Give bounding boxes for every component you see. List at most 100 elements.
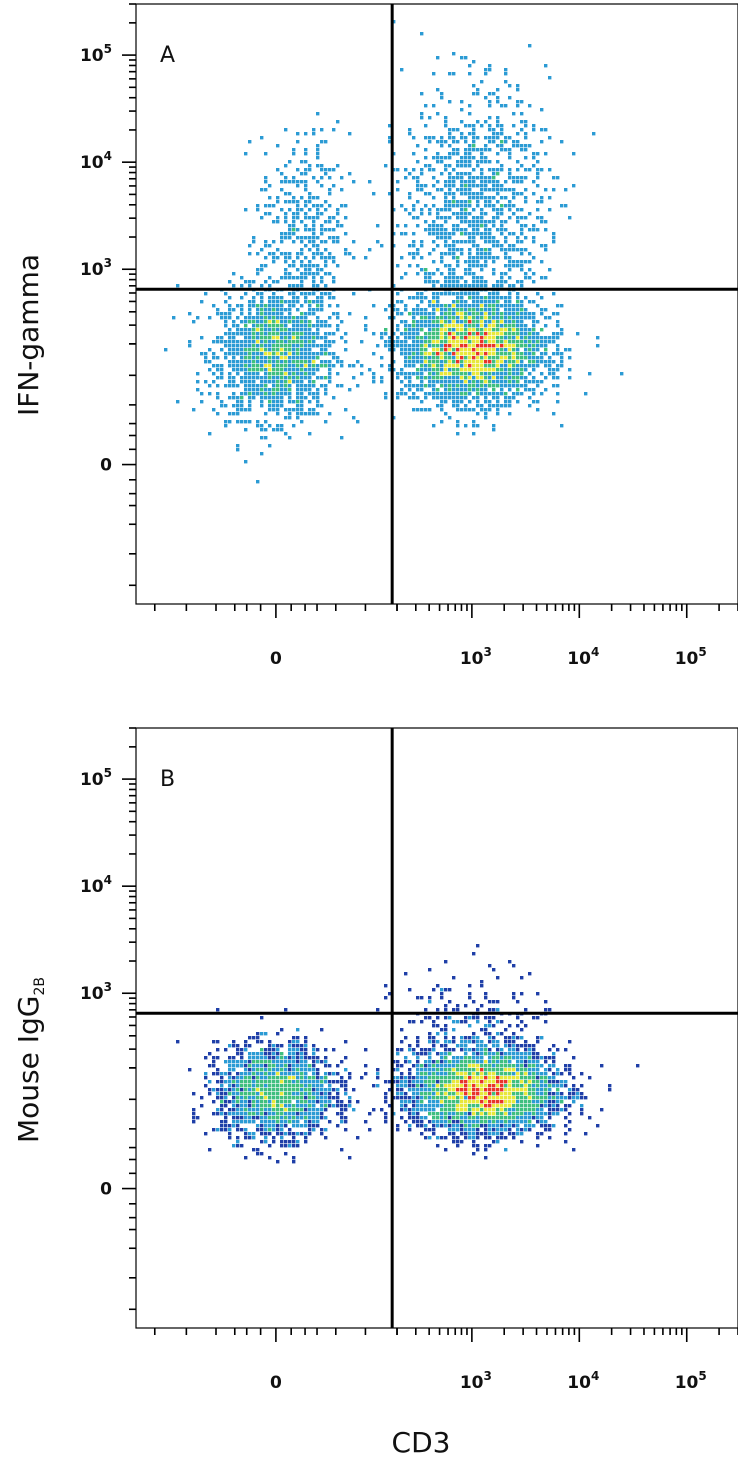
event-dot <box>520 260 524 264</box>
event-dot <box>448 352 452 356</box>
event-dot <box>220 348 224 352</box>
event-dot <box>316 316 320 320</box>
event-dot <box>544 244 548 248</box>
event-dot <box>300 392 304 396</box>
event-dot <box>464 220 468 224</box>
event-dot <box>440 92 444 96</box>
event-dot <box>484 368 488 372</box>
event-dot <box>256 308 260 312</box>
event-dot <box>528 300 532 304</box>
event-dot <box>312 276 316 280</box>
event-dot <box>364 1072 368 1076</box>
event-dot <box>476 392 480 396</box>
event-dot <box>516 1120 520 1124</box>
event-dot <box>492 188 496 192</box>
event-dot <box>544 128 548 132</box>
event-dot <box>276 392 280 396</box>
event-dot <box>232 1056 236 1060</box>
event-dot <box>540 244 544 248</box>
event-dot <box>352 240 356 244</box>
event-dot <box>516 296 520 300</box>
event-dot <box>444 200 448 204</box>
event-dot <box>540 108 544 112</box>
event-dot <box>276 1076 280 1080</box>
event-dot <box>308 1112 312 1116</box>
event-dot <box>264 1076 268 1080</box>
event-dot <box>444 328 448 332</box>
event-dot <box>536 320 540 324</box>
event-dot <box>296 204 300 208</box>
event-dot <box>532 228 536 232</box>
event-dot <box>464 1020 468 1024</box>
event-dot <box>456 1144 460 1148</box>
event-dot <box>288 1112 292 1116</box>
event-dot <box>460 232 464 236</box>
event-dot <box>400 372 404 376</box>
event-dot <box>476 352 480 356</box>
event-dot <box>508 356 512 360</box>
event-dot <box>532 1104 536 1108</box>
event-dot <box>496 1084 500 1088</box>
event-dot <box>636 1064 640 1068</box>
event-dot <box>336 1088 340 1092</box>
event-dot <box>556 320 560 324</box>
event-dot <box>400 1092 404 1096</box>
event-dot <box>408 1100 412 1104</box>
event-dot <box>308 300 312 304</box>
event-dot <box>540 200 544 204</box>
event-dot <box>452 128 456 132</box>
event-dot <box>492 168 496 172</box>
event-dot <box>428 228 432 232</box>
event-dot <box>396 1068 400 1072</box>
event-dot <box>500 1116 504 1120</box>
event-dot <box>288 1088 292 1092</box>
event-dot <box>472 184 476 188</box>
event-dot <box>436 228 440 232</box>
event-dot <box>260 404 264 408</box>
event-dot <box>452 192 456 196</box>
event-dot <box>248 380 252 384</box>
event-dot <box>460 1072 464 1076</box>
event-dot <box>260 1128 264 1132</box>
event-dot <box>412 136 416 140</box>
event-dot <box>508 1068 512 1072</box>
event-dot <box>492 296 496 300</box>
event-dot <box>300 408 304 412</box>
event-dot <box>508 372 512 376</box>
event-dot <box>280 1092 284 1096</box>
event-dot <box>504 1068 508 1072</box>
event-dot <box>500 204 504 208</box>
event-dot <box>292 1040 296 1044</box>
event-dot <box>276 256 280 260</box>
event-dot <box>232 1116 236 1120</box>
event-dot <box>508 136 512 140</box>
event-dot <box>492 272 496 276</box>
event-dot <box>420 996 424 1000</box>
event-dot <box>452 356 456 360</box>
event-dot <box>488 204 492 208</box>
event-dot <box>296 392 300 396</box>
event-dot <box>332 332 336 336</box>
event-dot <box>272 348 276 352</box>
event-dot <box>484 120 488 124</box>
event-dot <box>532 364 536 368</box>
event-dot <box>488 368 492 372</box>
event-dot <box>272 1100 276 1104</box>
event-dot <box>496 356 500 360</box>
event-dot <box>472 240 476 244</box>
event-dot <box>500 224 504 228</box>
event-dot <box>272 1068 276 1072</box>
event-dot <box>468 348 472 352</box>
event-dot <box>448 144 452 148</box>
event-dot <box>328 168 332 172</box>
event-dot <box>440 1084 444 1088</box>
event-dot <box>452 404 456 408</box>
event-dot <box>516 344 520 348</box>
event-dot <box>464 272 468 276</box>
event-dot <box>256 208 260 212</box>
event-dot <box>548 196 552 200</box>
event-dot <box>284 1008 288 1012</box>
event-dot <box>224 1048 228 1052</box>
event-dot <box>484 372 488 376</box>
event-dot <box>476 248 480 252</box>
